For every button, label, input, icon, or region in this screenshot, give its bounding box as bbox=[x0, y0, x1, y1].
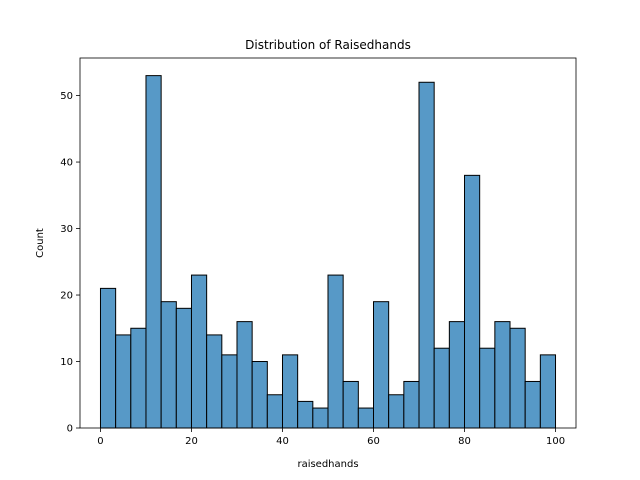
y-tick-label: 50 bbox=[60, 91, 73, 102]
histogram-bar bbox=[433, 347, 450, 429]
histogram-bar bbox=[327, 274, 344, 429]
x-axis-ticks: 0 20 40 60 80 100 bbox=[97, 428, 565, 447]
x-tick-label: 100 bbox=[546, 436, 565, 447]
histogram-bar bbox=[221, 354, 238, 429]
histogram-bar bbox=[418, 81, 435, 429]
histogram-bar bbox=[494, 321, 511, 429]
x-tick-label: 80 bbox=[458, 436, 471, 447]
histogram-bar bbox=[175, 307, 192, 429]
histogram-bar bbox=[388, 394, 405, 429]
y-tick-label: 30 bbox=[60, 224, 73, 235]
x-tick-label: 20 bbox=[185, 436, 198, 447]
histogram-bar bbox=[479, 347, 496, 429]
x-tick-label: 40 bbox=[276, 436, 289, 447]
chart-title: Distribution of Raisedhands bbox=[245, 38, 411, 52]
histogram-bar bbox=[206, 334, 223, 429]
x-axis-label: raisedhands bbox=[297, 459, 358, 470]
histogram-bar bbox=[509, 327, 526, 429]
histogram-bar bbox=[524, 380, 541, 429]
y-axis-ticks: 0 10 20 30 40 50 bbox=[60, 91, 80, 435]
histogram-bar bbox=[190, 274, 208, 429]
y-tick-label: 10 bbox=[60, 357, 73, 368]
histogram-bar bbox=[539, 354, 557, 429]
histogram-bar bbox=[281, 354, 299, 429]
histogram-bar bbox=[312, 407, 329, 429]
histogram-bar bbox=[342, 380, 359, 429]
histogram-bar bbox=[99, 287, 117, 429]
y-tick-label: 20 bbox=[60, 291, 73, 302]
y-tick-label: 40 bbox=[60, 158, 73, 169]
histogram-bar bbox=[236, 321, 253, 429]
plot-frame bbox=[79, 57, 577, 429]
x-tick-label: 60 bbox=[367, 436, 380, 447]
y-tick-label: 0 bbox=[67, 424, 73, 435]
bars-group bbox=[99, 75, 557, 429]
y-axis-label: Count bbox=[35, 228, 46, 258]
histogram-bar bbox=[266, 394, 283, 429]
histogram-bar bbox=[160, 301, 177, 429]
histogram-bar bbox=[297, 400, 314, 429]
histogram-bar bbox=[448, 321, 466, 429]
x-tick-label: 0 bbox=[97, 436, 103, 447]
histogram-bar bbox=[403, 380, 420, 429]
histogram-bar bbox=[130, 327, 147, 429]
histogram-bar bbox=[464, 174, 481, 429]
histogram-bar bbox=[373, 301, 390, 429]
histogram-bar bbox=[145, 75, 162, 429]
histogram-bar bbox=[115, 334, 132, 429]
histogram-bar bbox=[357, 407, 375, 429]
histogram-bar bbox=[251, 361, 268, 429]
